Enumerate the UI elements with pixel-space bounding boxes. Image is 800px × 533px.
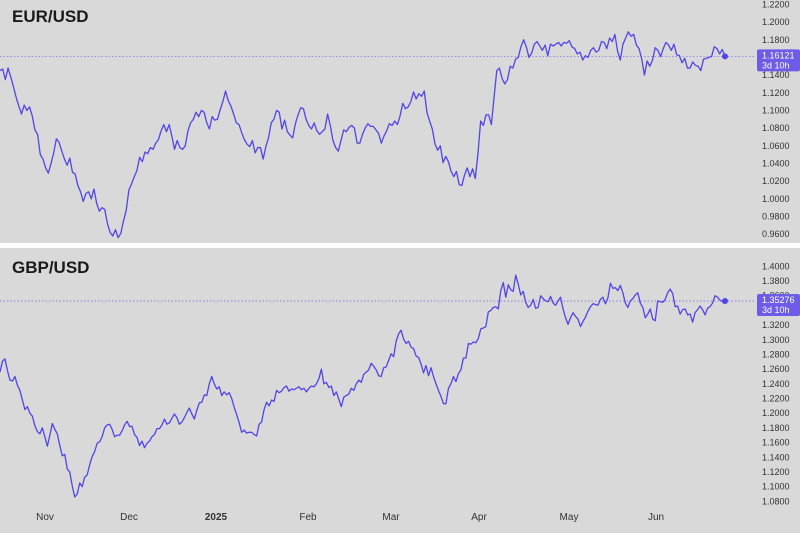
y-tick-label: 0.9800 — [762, 211, 790, 221]
y-tick-label: 1.3200 — [762, 320, 790, 330]
x-tick-label: Feb — [299, 512, 317, 523]
y-tick-label: 1.1400 — [762, 70, 790, 80]
y-tick-label: 1.0800 — [762, 496, 790, 506]
y-tick-label: 1.0600 — [762, 141, 790, 151]
gbpusd-panel: 1.40001.38001.36001.34001.32001.30001.28… — [0, 258, 800, 506]
y-tick-label: 1.0800 — [762, 123, 790, 133]
y-tick-label: 1.0400 — [762, 158, 790, 168]
y-tick-label: 1.1800 — [762, 423, 790, 433]
y-tick-label: 1.3800 — [762, 276, 790, 286]
y-tick-label: 1.4000 — [762, 261, 790, 271]
y-tick-label: 1.1200 — [762, 88, 790, 98]
countdown-label: 3d 10h — [762, 60, 790, 70]
y-tick-label: 1.1600 — [762, 438, 790, 448]
y-tick-label: 1.1000 — [762, 482, 790, 492]
y-tick-label: 1.2000 — [762, 408, 790, 418]
x-tick-label: May — [560, 512, 579, 523]
y-tick-label: 1.2600 — [762, 364, 790, 374]
last-price-label: 1.16121 — [762, 50, 795, 60]
y-tick-label: 1.2400 — [762, 379, 790, 389]
panel-title: EUR/USD — [12, 7, 89, 26]
x-tick-label: Mar — [382, 512, 400, 523]
y-tick-label: 1.2200 — [762, 0, 790, 9]
y-tick-label: 1.1800 — [762, 35, 790, 45]
y-tick-label: 1.2200 — [762, 394, 790, 404]
y-tick-label: 1.1400 — [762, 452, 790, 462]
y-tick-label: 1.3000 — [762, 335, 790, 345]
price-badge — [757, 294, 800, 317]
pane-separator — [0, 243, 800, 248]
countdown-label: 3d 10h — [762, 305, 790, 315]
price-series-line — [0, 274, 726, 498]
x-tick-label: Dec — [120, 512, 138, 523]
y-tick-label: 1.0200 — [762, 176, 790, 186]
panel-title: GBP/USD — [12, 258, 89, 277]
y-tick-label: 0.9600 — [762, 229, 790, 239]
y-tick-label: 1.2000 — [762, 17, 790, 27]
last-price-dot — [722, 53, 728, 60]
x-tick-label: 2025 — [205, 512, 228, 523]
x-tick-label: Apr — [471, 512, 487, 523]
y-tick-label: 1.1200 — [762, 467, 790, 477]
price-badge — [757, 49, 800, 72]
last-price-dot — [722, 298, 728, 305]
x-tick-label: Nov — [36, 512, 54, 523]
eurusd-panel: 1.22001.20001.18001.16001.14001.12001.10… — [0, 0, 800, 239]
y-tick-label: 1.1000 — [762, 105, 790, 115]
x-tick-label: Jun — [648, 512, 664, 523]
y-tick-label: 1.0000 — [762, 194, 790, 204]
last-price-label: 1.35276 — [762, 295, 795, 305]
price-series-line — [0, 31, 726, 239]
y-tick-label: 1.2800 — [762, 349, 790, 359]
